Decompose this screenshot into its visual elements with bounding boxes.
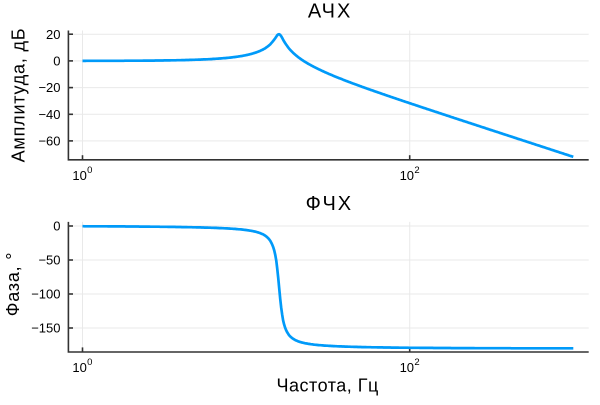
svg-text:ФЧХ: ФЧХ (306, 193, 353, 215)
svg-text:Амплитуда, дБ: Амплитуда, дБ (9, 28, 29, 163)
svg-text:−50: −50 (38, 253, 60, 268)
svg-text:2: 2 (414, 165, 419, 176)
svg-text:0: 0 (87, 165, 92, 176)
svg-text:10: 10 (400, 168, 414, 183)
svg-text:−100: −100 (31, 287, 60, 302)
svg-text:−20: −20 (38, 80, 60, 95)
svg-text:0: 0 (53, 54, 60, 69)
svg-text:0: 0 (87, 357, 92, 368)
svg-text:Частота, Гц: Частота, Гц (277, 376, 379, 396)
svg-text:2: 2 (414, 357, 419, 368)
svg-text:0: 0 (53, 219, 60, 234)
svg-text:10: 10 (72, 360, 86, 375)
svg-text:10: 10 (72, 168, 86, 183)
svg-text:10: 10 (400, 360, 414, 375)
svg-text:20: 20 (46, 27, 60, 42)
svg-text:−60: −60 (38, 134, 60, 149)
svg-text:−40: −40 (38, 107, 60, 122)
svg-text:Фаза, °: Фаза, ° (3, 252, 23, 317)
svg-text:−150: −150 (31, 321, 60, 336)
svg-text:АЧХ: АЧХ (308, 1, 352, 23)
